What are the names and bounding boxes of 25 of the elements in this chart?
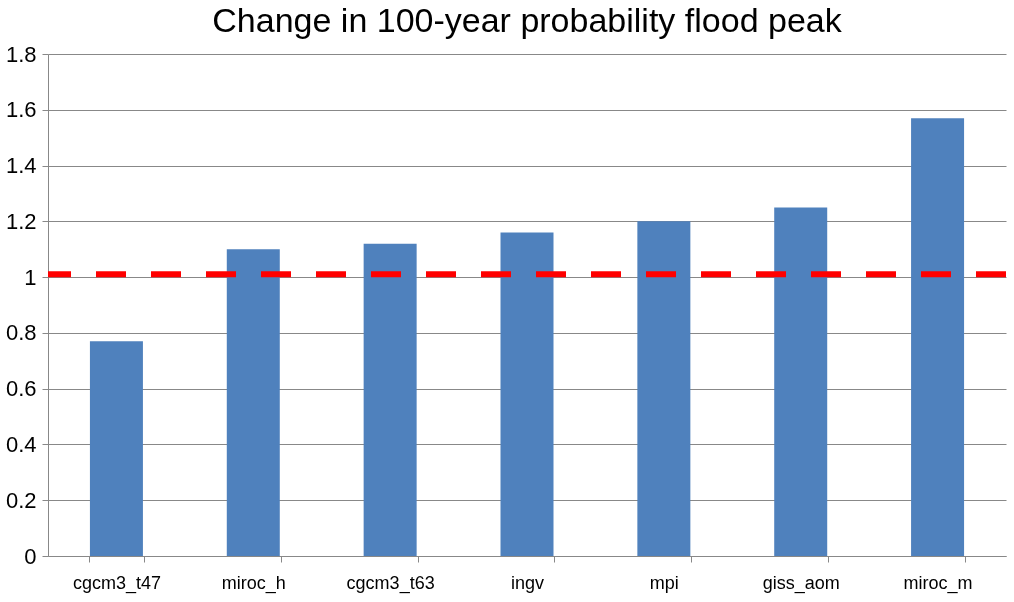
bar	[89, 341, 143, 556]
y-tick-label: 1.4	[5, 153, 37, 179]
bar	[774, 207, 828, 556]
y-tick-label: 1.8	[5, 41, 37, 67]
x-tick-label: ingv	[510, 572, 545, 593]
y-tick-label: 1.2	[5, 208, 37, 234]
bar	[500, 232, 554, 556]
y-tick-label: 1	[24, 264, 37, 290]
bar	[363, 243, 417, 556]
chart-title: Change in 100-year probability flood peak	[212, 1, 843, 39]
x-tick-label: cgcm3_t63	[346, 572, 435, 594]
bar	[226, 249, 280, 556]
y-tick-label: 0	[24, 543, 37, 569]
y-tick-label: 1.6	[5, 97, 37, 123]
y-tick-label: 0.6	[5, 376, 37, 402]
x-tick-label: miroc_h	[221, 572, 286, 594]
y-tick-label: 0.4	[5, 431, 37, 457]
y-tick-label: 0.2	[5, 487, 37, 513]
x-tick-label: miroc_m	[903, 572, 973, 594]
bar	[637, 221, 691, 556]
x-tick-label: giss_aom	[762, 572, 840, 594]
y-tick-label: 0.8	[5, 320, 37, 346]
bar	[911, 118, 965, 556]
x-tick-label: mpi	[649, 572, 679, 593]
x-tick-label: cgcm3_t47	[72, 572, 161, 594]
